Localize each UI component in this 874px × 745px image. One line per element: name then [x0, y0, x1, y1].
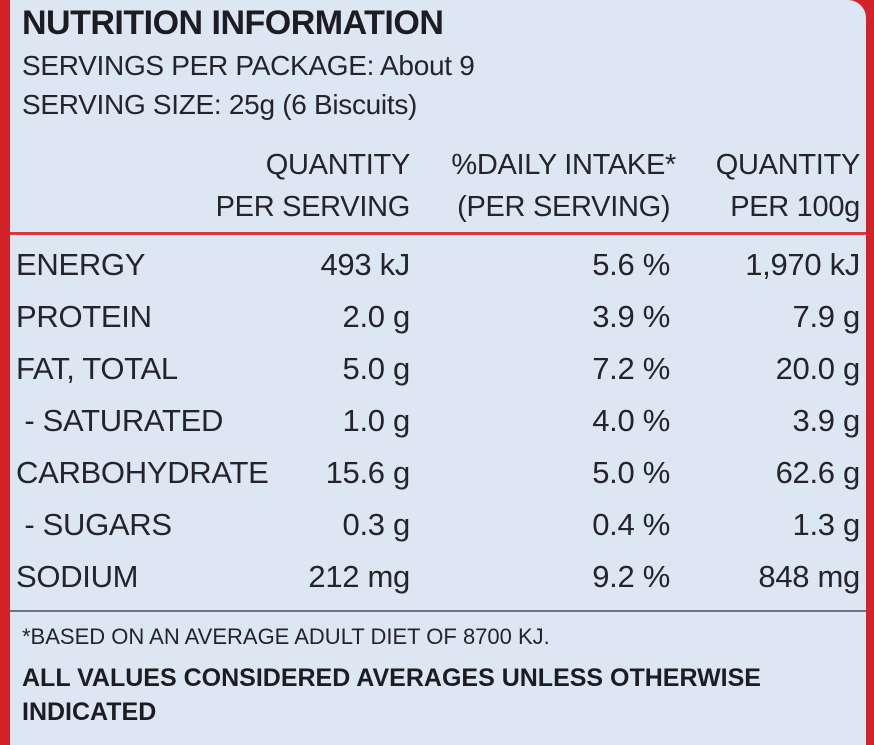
nutrient-label: SODIUM: [16, 559, 139, 594]
nutrition-table: ENERGY 493 kJ 5.6 % 1,970 kJ PROTEIN 2.0…: [10, 240, 866, 604]
nutrient-label: PROTEIN: [16, 299, 152, 334]
per-100g-value: 3.9 g: [792, 403, 861, 438]
table-row: FAT, TOTAL 5.0 g 7.2 % 20.0 g: [10, 344, 866, 396]
column-header-per-serving: QUANTITY PER SERVING: [215, 144, 411, 228]
column-header-line: QUANTITY: [715, 149, 861, 181]
column-header-line: QUANTITY: [265, 149, 411, 181]
table-row: SODIUM 212 mg 9.2 % 848 mg: [10, 552, 866, 604]
per-serving-value: 15.6 g: [325, 455, 411, 490]
per-serving-value: 1.0 g: [342, 403, 411, 438]
nutrient-label: - SATURATED: [16, 403, 224, 438]
daily-intake-value: 7.2 %: [592, 351, 670, 386]
nutrition-panel: NUTRITION INFORMATION SERVINGS PER PACKA…: [10, 0, 866, 745]
per-serving-value: 5.0 g: [342, 351, 411, 386]
daily-intake-value: 0.4 %: [592, 507, 670, 542]
per-serving-value: 2.0 g: [342, 299, 411, 334]
daily-intake-value: 9.2 %: [592, 559, 670, 594]
footer-divider: [10, 610, 866, 612]
column-header-daily-intake: %DAILY INTAKE* (PER SERVING): [451, 144, 676, 228]
table-row: - SATURATED 1.0 g 4.0 % 3.9 g: [10, 396, 866, 448]
per-100g-value: 1,970 kJ: [745, 247, 860, 282]
nutrient-label: CARBOHYDRATE: [16, 455, 269, 490]
servings-per-package: SERVINGS PER PACKAGE: About 9: [22, 50, 475, 81]
column-header-line: (PER SERVING): [457, 191, 671, 223]
daily-intake-value: 3.9 %: [592, 299, 670, 334]
diet-footnote: *BASED ON AN AVERAGE ADULT DIET OF 8700 …: [22, 624, 550, 649]
per-100g-value: 20.0 g: [775, 351, 861, 386]
table-row: PROTEIN 2.0 g 3.9 % 7.9 g: [10, 292, 866, 344]
daily-intake-value: 4.0 %: [592, 403, 670, 438]
averages-footnote: ALL VALUES CONSIDERED AVERAGES UNLESS OT…: [22, 664, 761, 726]
nutrient-label: - SUGARS: [16, 507, 172, 542]
column-header-line: %DAILY INTAKE*: [451, 149, 676, 181]
daily-intake-value: 5.6 %: [592, 247, 670, 282]
table-row: ENERGY 493 kJ 5.6 % 1,970 kJ: [10, 240, 866, 292]
serving-size: SERVING SIZE: 25g (6 Biscuits): [22, 89, 418, 120]
per-100g-value: 7.9 g: [792, 299, 861, 334]
per-100g-value: 62.6 g: [775, 455, 861, 490]
per-serving-value: 0.3 g: [342, 507, 411, 542]
nutrient-label: ENERGY: [16, 247, 146, 282]
table-row: - SUGARS 0.3 g 0.4 % 1.3 g: [10, 500, 866, 552]
panel-title: NUTRITION INFORMATION: [22, 4, 444, 42]
per-100g-value: 848 mg: [758, 559, 860, 594]
table-row: CARBOHYDRATE 15.6 g 5.0 % 62.6 g: [10, 448, 866, 500]
per-100g-value: 1.3 g: [792, 507, 861, 542]
per-serving-value: 493 kJ: [320, 247, 410, 282]
column-header-line: PER SERVING: [215, 191, 411, 223]
per-serving-value: 212 mg: [308, 559, 410, 594]
column-header-line: PER 100g: [730, 191, 860, 223]
column-header-per-100g: QUANTITY PER 100g: [715, 144, 861, 228]
daily-intake-value: 5.0 %: [592, 455, 670, 490]
nutrient-label: FAT, TOTAL: [16, 351, 178, 386]
header-divider: [10, 232, 866, 235]
